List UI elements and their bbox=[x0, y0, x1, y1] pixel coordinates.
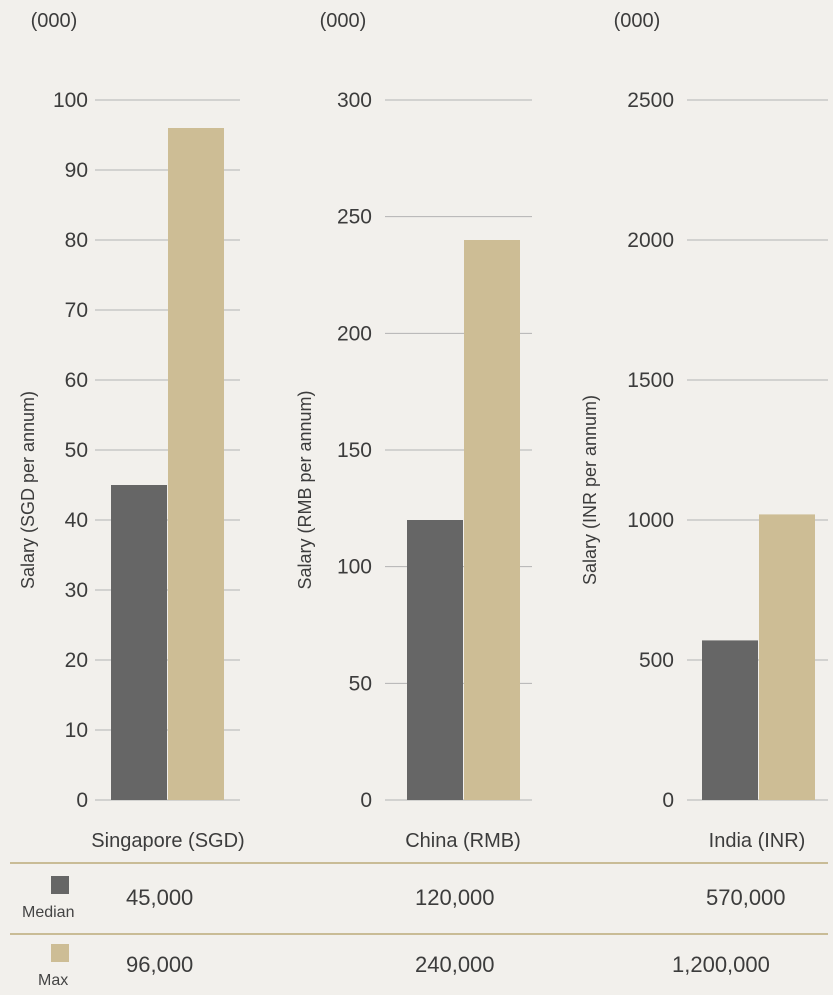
max-value-china: 240,000 bbox=[415, 952, 495, 977]
china-tick-label: 150 bbox=[337, 439, 372, 462]
median-value-china: 120,000 bbox=[415, 885, 495, 910]
singapore-tick-label: 40 bbox=[65, 509, 88, 532]
singapore-tick-label: 80 bbox=[65, 229, 88, 252]
legend-row-max: Max 96,000 240,000 1,200,000 bbox=[0, 940, 833, 995]
bar-charts: (000) 0 10 20 30 40 50 60 70 80 90 100 Salary (SGD p… bbox=[18, 10, 828, 852]
singapore-tick-label: 30 bbox=[65, 579, 88, 602]
china-tick-label: 100 bbox=[337, 556, 372, 579]
singapore-tick-label: 60 bbox=[65, 369, 88, 392]
india-max-bar bbox=[759, 514, 815, 800]
china-category-label: China (RMB) bbox=[405, 830, 521, 852]
india-median-bar bbox=[702, 640, 758, 800]
india-unit-label: (000) bbox=[614, 10, 661, 32]
median-swatch bbox=[51, 876, 69, 894]
median-label: Median bbox=[22, 904, 75, 921]
singapore-tick-label: 20 bbox=[65, 649, 88, 672]
max-value-india: 1,200,000 bbox=[672, 952, 770, 977]
max-swatch bbox=[51, 944, 69, 962]
india-y-axis-title: Salary (INR per annum) bbox=[580, 395, 600, 585]
india-tick-label: 2500 bbox=[627, 89, 674, 112]
singapore-tick-label: 100 bbox=[53, 89, 88, 112]
median-value-india: 570,000 bbox=[706, 885, 786, 910]
india-tick-label: 1000 bbox=[627, 509, 674, 532]
china-tick-label: 250 bbox=[337, 206, 372, 229]
china-tick-label: 200 bbox=[337, 322, 372, 345]
china-tick-label: 300 bbox=[337, 89, 372, 112]
median-value-singapore: 45,000 bbox=[126, 885, 194, 910]
singapore-tick-label: 70 bbox=[65, 299, 88, 322]
india-tick-label: 2000 bbox=[627, 229, 674, 252]
singapore-tick-label: 0 bbox=[76, 789, 88, 812]
table-divider-middle bbox=[10, 933, 828, 935]
china-unit-label: (000) bbox=[320, 10, 367, 32]
legend-row-median: Median 45,000 120,000 570,000 bbox=[0, 870, 833, 925]
singapore-tick-label: 50 bbox=[65, 439, 88, 462]
singapore-category-label: Singapore (SGD) bbox=[91, 830, 244, 852]
table-divider-top bbox=[10, 862, 828, 864]
china-y-axis-title: Salary (RMB per annum) bbox=[295, 390, 315, 589]
china-tick-label: 0 bbox=[360, 789, 372, 812]
singapore-y-axis-title: Salary (SGD per annum) bbox=[18, 391, 38, 589]
max-value-singapore: 96,000 bbox=[126, 952, 194, 977]
singapore-max-bar bbox=[168, 128, 224, 800]
max-label: Max bbox=[38, 972, 69, 989]
india-tick-label: 500 bbox=[639, 649, 674, 672]
china-median-bar bbox=[407, 520, 463, 800]
singapore-tick-label: 10 bbox=[65, 719, 88, 742]
india-tick-label: 0 bbox=[662, 789, 674, 812]
india-category-label: India (INR) bbox=[709, 830, 806, 852]
singapore-tick-label: 90 bbox=[65, 159, 88, 182]
china-tick-label: 50 bbox=[349, 672, 372, 695]
china-max-bar bbox=[464, 240, 520, 800]
singapore-unit-label: (000) bbox=[31, 10, 78, 32]
india-tick-label: 1500 bbox=[627, 369, 674, 392]
singapore-median-bar bbox=[111, 485, 167, 800]
